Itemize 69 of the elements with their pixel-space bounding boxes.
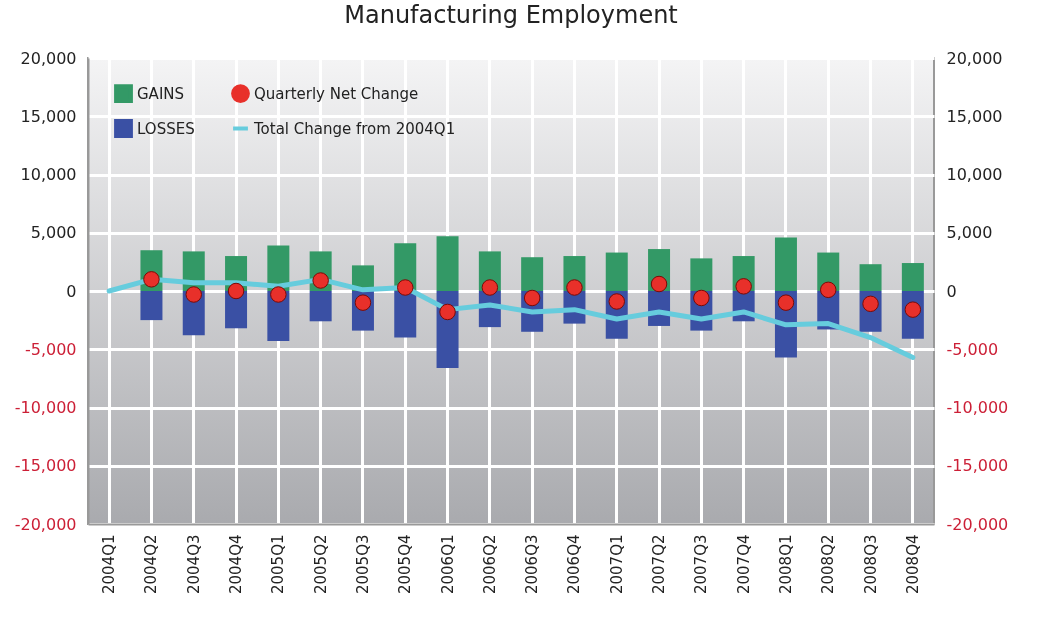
point <box>608 293 625 310</box>
y-tick-label: -15,000 <box>14 456 77 476</box>
x-tick-label: 2005Q2 <box>311 534 330 595</box>
point <box>523 289 541 307</box>
x-tick-label: 2008Q1 <box>776 534 795 595</box>
x-tick-label: 2007Q2 <box>650 534 669 595</box>
x-tick-label: 2007Q4 <box>734 534 753 595</box>
point <box>270 286 287 303</box>
x-tick-label: 2005Q1 <box>269 534 288 595</box>
x-tick-label: 2004Q2 <box>142 534 161 595</box>
point <box>481 279 499 296</box>
y2-tick-label: -20,000 <box>946 514 1009 534</box>
point <box>566 279 583 296</box>
point <box>185 286 202 303</box>
y-tick-label: 0 <box>66 281 77 301</box>
point <box>650 275 668 293</box>
legend-label: GAINS <box>137 84 185 103</box>
y2-tick-label: 15,000 <box>946 106 1003 126</box>
x-tick-label: 2007Q1 <box>607 534 626 595</box>
bar <box>690 258 713 291</box>
bar <box>859 264 882 291</box>
y2-tick-label: 0 <box>946 281 957 301</box>
y-tick-label: -20,000 <box>14 514 77 534</box>
y2-tick-label: 5,000 <box>946 223 993 243</box>
bar <box>901 263 924 291</box>
bar <box>309 291 332 322</box>
bar <box>774 237 797 291</box>
x-tick-label: 2008Q3 <box>861 534 880 595</box>
x-tick-label: 2008Q4 <box>903 534 922 595</box>
point <box>397 279 414 296</box>
point <box>312 272 329 289</box>
y2-tick-label: -15,000 <box>946 456 1009 476</box>
chart-title: Manufacturing Employment <box>344 1 678 29</box>
point <box>227 282 245 300</box>
x-tick-label: 2006Q3 <box>523 534 542 595</box>
x-tick-label: 2008Q2 <box>819 534 838 595</box>
y-tick-label: 20,000 <box>20 48 77 68</box>
bar <box>436 236 459 291</box>
x-tick-label: 2004Q1 <box>100 534 119 595</box>
legend-label: Quarterly Net Change <box>254 84 419 103</box>
legend-label: Total Change from 2004Q1 <box>253 119 456 138</box>
bar <box>521 257 544 291</box>
x-tick-label: 2006Q1 <box>438 534 457 595</box>
y2-tick-label: -10,000 <box>946 398 1009 417</box>
y2-tick-label: -5,000 <box>946 339 999 359</box>
y-tick-label: -5,000 <box>24 339 77 359</box>
y-tick-label: 5,000 <box>30 223 77 243</box>
point <box>777 294 795 311</box>
bar <box>140 291 163 321</box>
y-tick-label: 10,000 <box>20 165 77 184</box>
y2-tick-label: 20,000 <box>946 48 1003 68</box>
x-tick-label: 2007Q3 <box>692 534 711 595</box>
point <box>143 271 160 288</box>
x-tick-label: 2004Q3 <box>184 534 203 595</box>
x-tick-label: 2005Q4 <box>396 534 415 595</box>
y2-tick-label: 10,000 <box>946 165 1003 184</box>
point <box>693 289 710 307</box>
bar <box>394 291 417 338</box>
x-tick-label: 2004Q4 <box>227 534 246 595</box>
x-tick-label: 2006Q4 <box>565 534 584 595</box>
y-tick-label: 15,000 <box>20 106 77 126</box>
y-tick-label: -10,000 <box>14 398 77 417</box>
x-tick-label: 2006Q2 <box>480 534 499 595</box>
point <box>820 281 837 299</box>
legend-label: LOSSES <box>137 119 195 138</box>
point <box>439 303 456 321</box>
point <box>735 278 752 295</box>
bar <box>605 252 628 291</box>
x-tick-label: 2005Q3 <box>353 534 372 595</box>
